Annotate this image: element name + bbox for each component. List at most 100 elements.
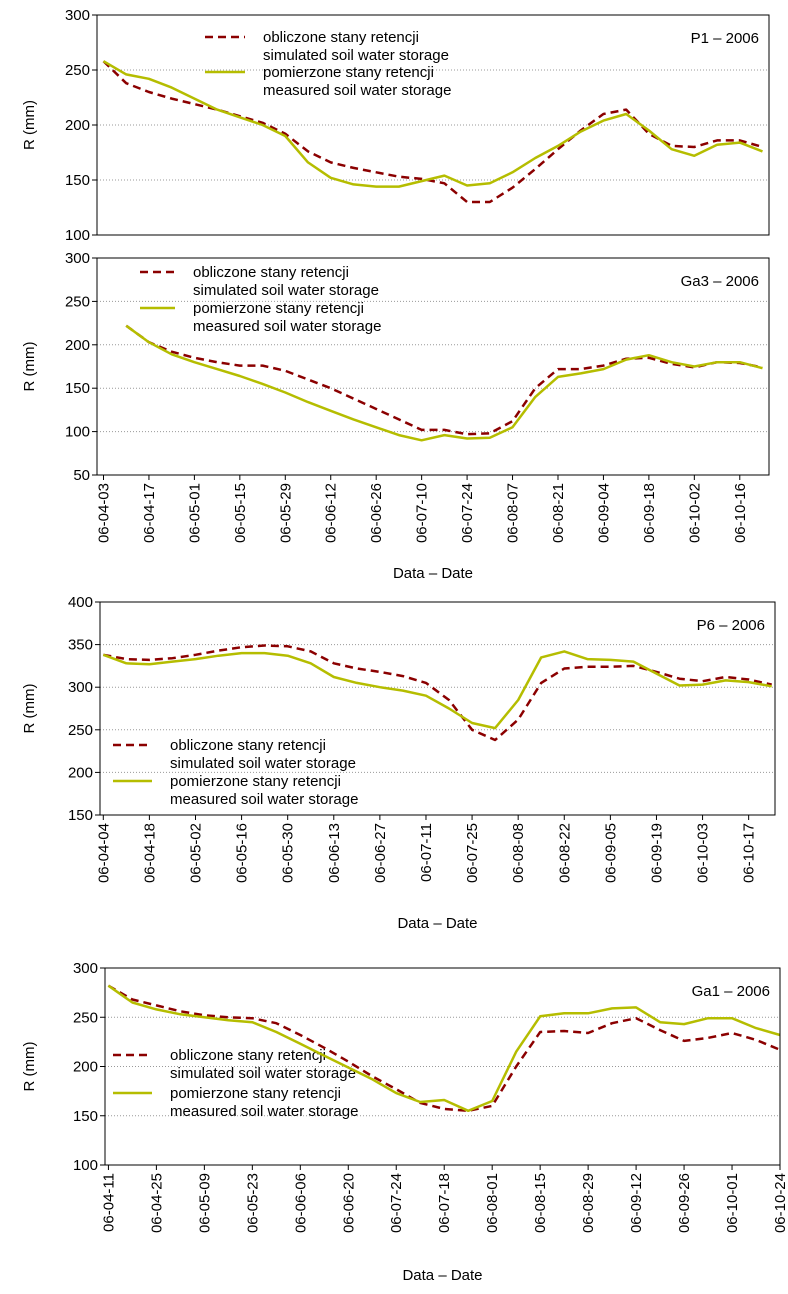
x-tick-label: 06-06-20 — [340, 1173, 357, 1233]
legend-label: simulated soil water storage — [170, 1065, 356, 1082]
y-tick-label: 300 — [65, 7, 90, 24]
legend-label: obliczone stany retencji — [170, 1047, 326, 1064]
y-tick-label: 250 — [65, 293, 90, 310]
legend-label: simulated soil water storage — [263, 47, 449, 64]
series-line — [107, 984, 781, 1113]
x-tick-label: 06-05-30 — [280, 823, 297, 883]
chart-title: Ga3 – 2006 — [681, 273, 759, 290]
x-tick-label: 06-09-18 — [641, 483, 658, 543]
x-tick-label: 06-05-29 — [277, 483, 294, 543]
plot-frame — [99, 601, 776, 816]
y-tick-label: 50 — [73, 467, 90, 484]
x-tick-label: 06-05-02 — [187, 823, 204, 883]
y-tick-label: 100 — [65, 424, 90, 441]
x-tick-label: 06-07-10 — [414, 483, 431, 543]
x-tick-label: 06-05-09 — [196, 1173, 213, 1233]
x-tick-label: 06-07-18 — [436, 1173, 453, 1233]
series-line — [103, 644, 772, 742]
y-tick-label: 100 — [65, 227, 90, 244]
legend-label: pomierzone stany retencji — [170, 773, 341, 790]
series-line — [102, 650, 772, 730]
y-tick-label: 200 — [73, 1059, 98, 1076]
x-tick-label: 06-06-27 — [372, 823, 389, 883]
y-tick-label: 150 — [73, 1108, 98, 1125]
y-axis-label: R (mm) — [21, 1042, 38, 1092]
y-tick-label: 200 — [65, 337, 90, 354]
x-tick-label: 06-08-21 — [550, 483, 567, 543]
legend-label: pomierzone stany retencji — [263, 64, 434, 81]
y-tick-label: 250 — [68, 722, 93, 739]
legend-label: pomierzone stany retencji — [170, 1085, 341, 1102]
y-tick-label: 250 — [73, 1009, 98, 1026]
x-tick-label: 06-07-25 — [464, 823, 481, 883]
x-tick-label: 06-10-17 — [741, 823, 758, 883]
y-tick-label: 300 — [68, 679, 93, 696]
legend-label: obliczone stany retencji — [170, 737, 326, 754]
y-tick-label: 350 — [68, 637, 93, 654]
x-tick-label: 06-05-16 — [234, 823, 251, 883]
y-tick-label: 150 — [68, 807, 93, 824]
x-tick-label: 06-08-08 — [510, 823, 527, 883]
x-tick-label: 06-05-23 — [244, 1173, 261, 1233]
x-tick-label: 06-04-25 — [148, 1173, 165, 1233]
x-tick-label: 06-10-03 — [695, 823, 712, 883]
series-line — [107, 984, 781, 1113]
legend-label: simulated soil water storage — [193, 282, 379, 299]
x-tick-label: 06-10-01 — [724, 1173, 741, 1233]
x-tick-label: 06-07-11 — [418, 823, 435, 882]
x-tick-label: 06-06-26 — [368, 483, 385, 543]
x-tick-label: 06-05-15 — [232, 483, 249, 543]
x-axis-label: Data – Date — [393, 565, 473, 582]
x-tick-label: 06-04-17 — [141, 483, 158, 543]
y-axis-label: R (mm) — [21, 684, 38, 734]
series-line — [125, 324, 763, 436]
legend-label: measured soil water storage — [263, 82, 451, 99]
x-tick-label: 06-08-15 — [532, 1173, 549, 1233]
plot-frame — [96, 14, 770, 236]
y-tick-label: 300 — [65, 250, 90, 267]
chart-title: Ga1 – 2006 — [692, 983, 770, 1000]
y-tick-label: 150 — [65, 380, 90, 397]
x-tick-label: 06-10-02 — [686, 483, 703, 543]
chart-title: P1 – 2006 — [691, 30, 759, 47]
x-tick-label: 06-06-06 — [292, 1173, 309, 1233]
y-tick-label: 250 — [65, 62, 90, 79]
x-tick-label: 06-08-01 — [484, 1173, 501, 1233]
x-tick-label: 06-08-29 — [580, 1173, 597, 1233]
x-tick-label: 06-09-26 — [676, 1173, 693, 1233]
x-tick-label: 06-09-19 — [648, 823, 665, 883]
x-tick-label: 06-08-07 — [505, 483, 522, 543]
y-axis-label: R (mm) — [21, 100, 38, 150]
legend-label: simulated soil water storage — [170, 755, 356, 772]
y-tick-label: 200 — [65, 117, 90, 134]
legend-label: obliczone stany retencji — [263, 29, 419, 46]
legend-label: measured soil water storage — [193, 318, 381, 335]
x-tick-label: 06-04-04 — [95, 823, 112, 883]
x-tick-label: 06-10-24 — [772, 1173, 788, 1233]
legend-label: measured soil water storage — [170, 1103, 358, 1120]
y-tick-label: 400 — [68, 594, 93, 611]
legend-label: measured soil water storage — [170, 791, 358, 808]
x-tick-label: 06-10-16 — [732, 483, 749, 543]
y-tick-label: 300 — [73, 960, 98, 977]
series-line — [125, 324, 763, 442]
y-tick-label: 150 — [65, 172, 90, 189]
x-tick-label: 06-04-11 — [100, 1173, 117, 1232]
x-tick-label: 06-04-03 — [95, 483, 112, 543]
chart-title: P6 – 2006 — [697, 617, 765, 634]
legend-label: pomierzone stany retencji — [193, 300, 364, 317]
x-tick-label: 06-07-24 — [388, 1173, 405, 1233]
x-tick-label: 06-07-24 — [459, 483, 476, 543]
x-tick-label: 06-09-04 — [595, 483, 612, 543]
legend-label: obliczone stany retencji — [193, 264, 349, 281]
series-line — [102, 60, 763, 188]
x-tick-label: 06-09-12 — [628, 1173, 645, 1233]
x-tick-label: 06-08-22 — [556, 823, 573, 883]
y-axis-label: R (mm) — [21, 342, 38, 392]
x-tick-label: 06-09-05 — [602, 823, 619, 883]
x-tick-label: 06-04-18 — [141, 823, 158, 883]
x-axis-label: Data – Date — [397, 915, 477, 932]
x-tick-label: 06-06-13 — [326, 823, 343, 883]
y-tick-label: 100 — [73, 1157, 98, 1174]
